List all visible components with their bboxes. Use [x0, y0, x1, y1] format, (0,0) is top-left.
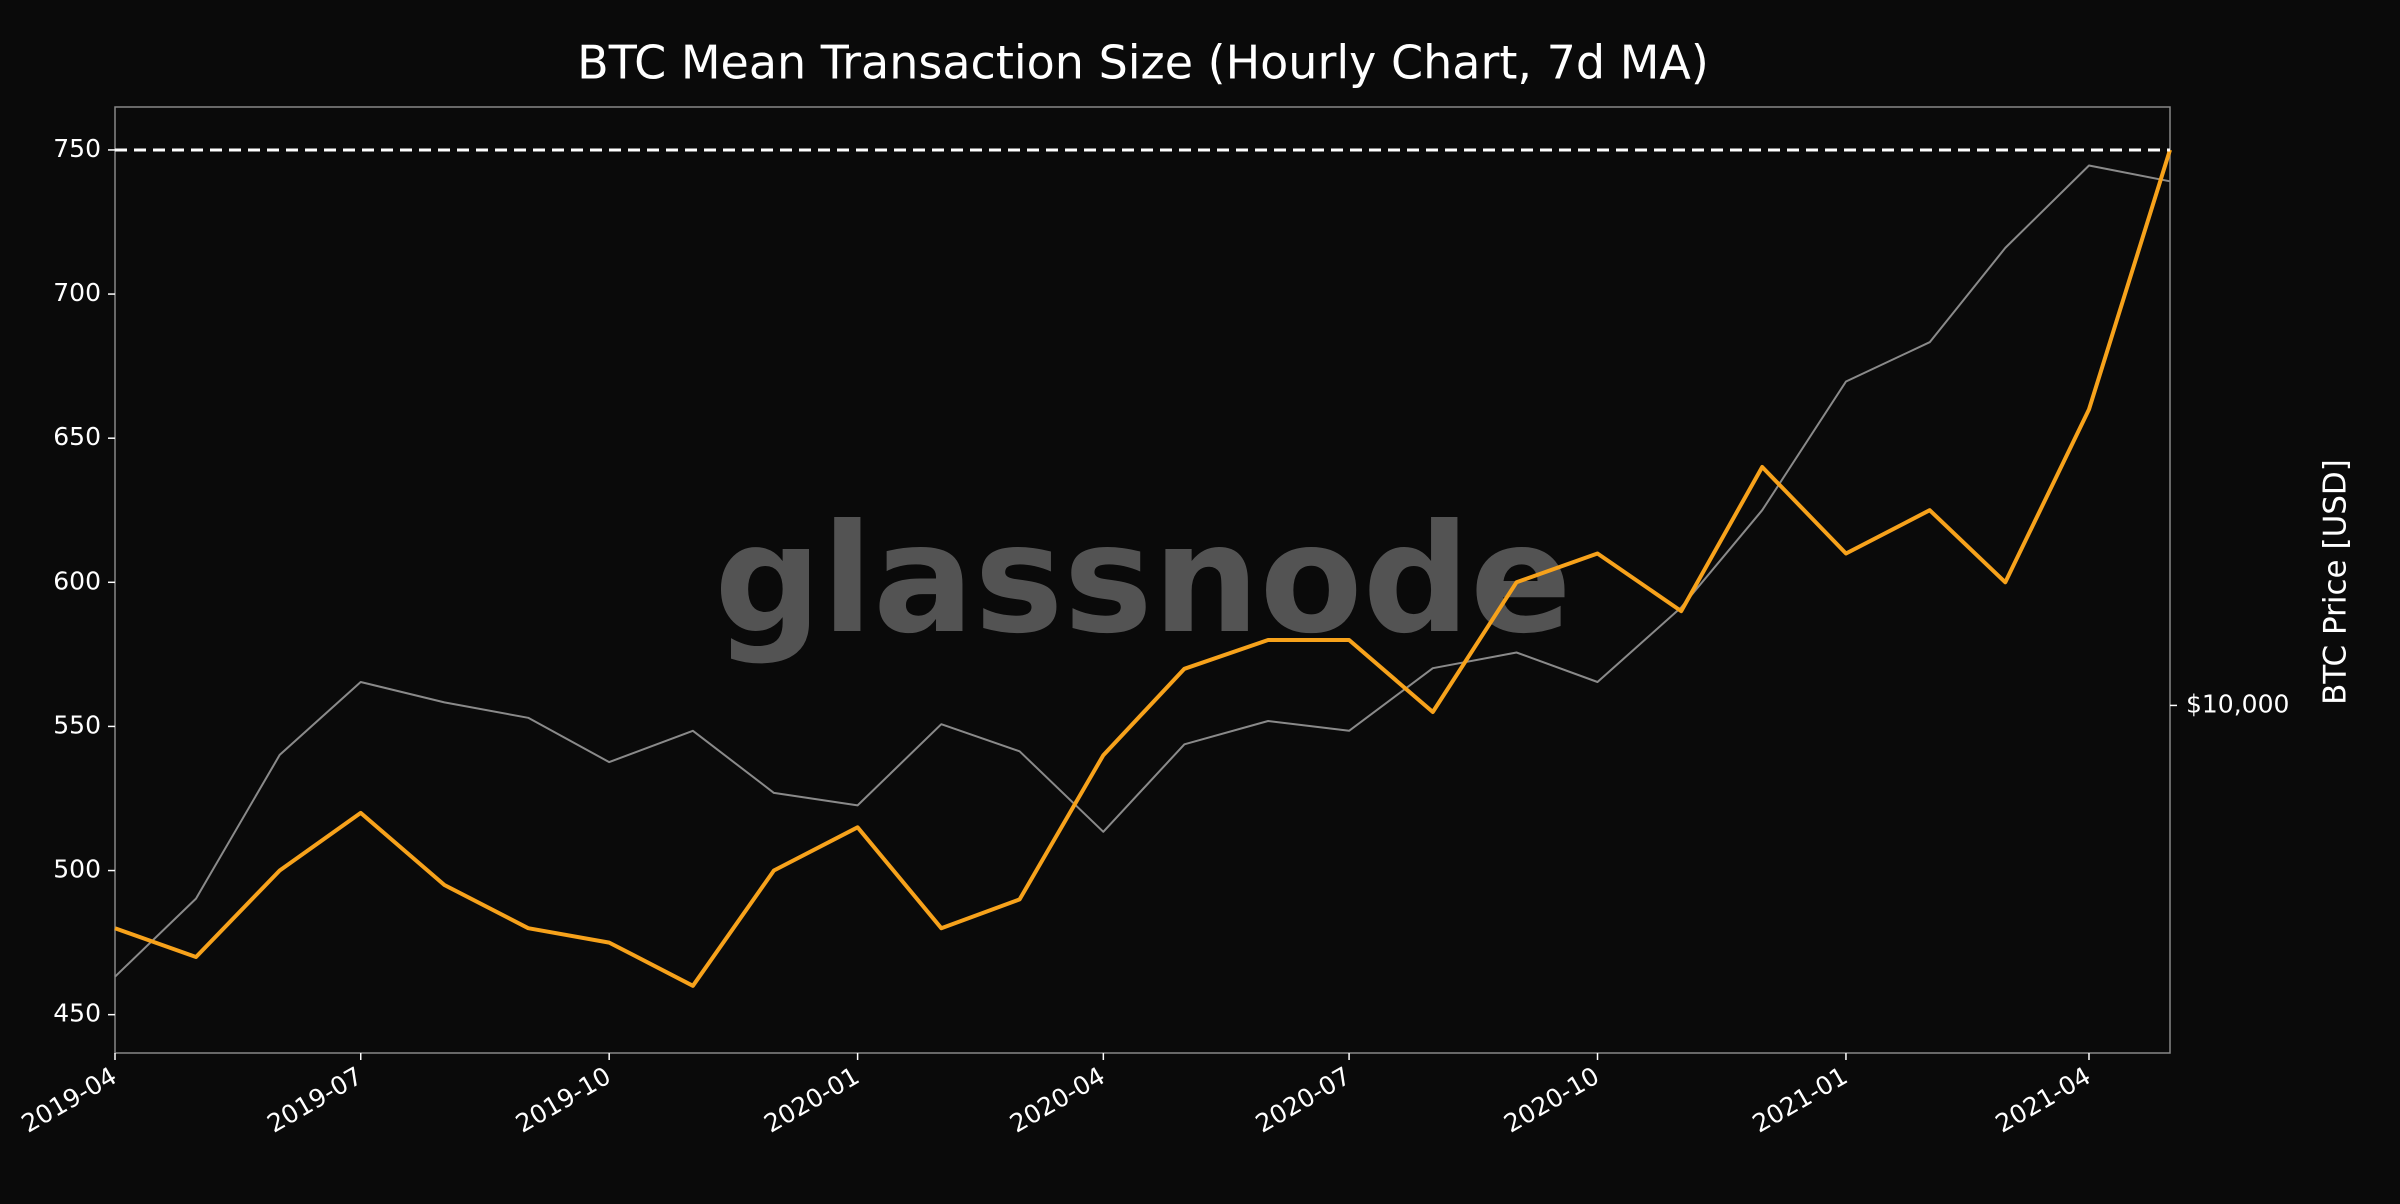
y-tick-label: 550	[53, 710, 101, 739]
price-line	[114, 164, 2171, 978]
y-tick-label: 500	[53, 855, 101, 884]
chart-title: BTC Mean Transaction Size (Hourly Chart,…	[577, 36, 1709, 90]
series-line	[114, 149, 2172, 988]
watermark: glassnode	[714, 493, 1572, 667]
y-tick-label: 600	[53, 566, 101, 595]
plot-frame	[114, 106, 2171, 1054]
y2-tick-label: $10,000	[2186, 689, 2289, 718]
y-tick-label: 700	[53, 278, 101, 307]
y-tick-label: 650	[53, 422, 101, 451]
y-tick-label: 750	[53, 134, 101, 163]
y2-axis-label: BTC Price [USD]	[2318, 459, 2354, 705]
y-tick-label: 450	[53, 999, 101, 1028]
